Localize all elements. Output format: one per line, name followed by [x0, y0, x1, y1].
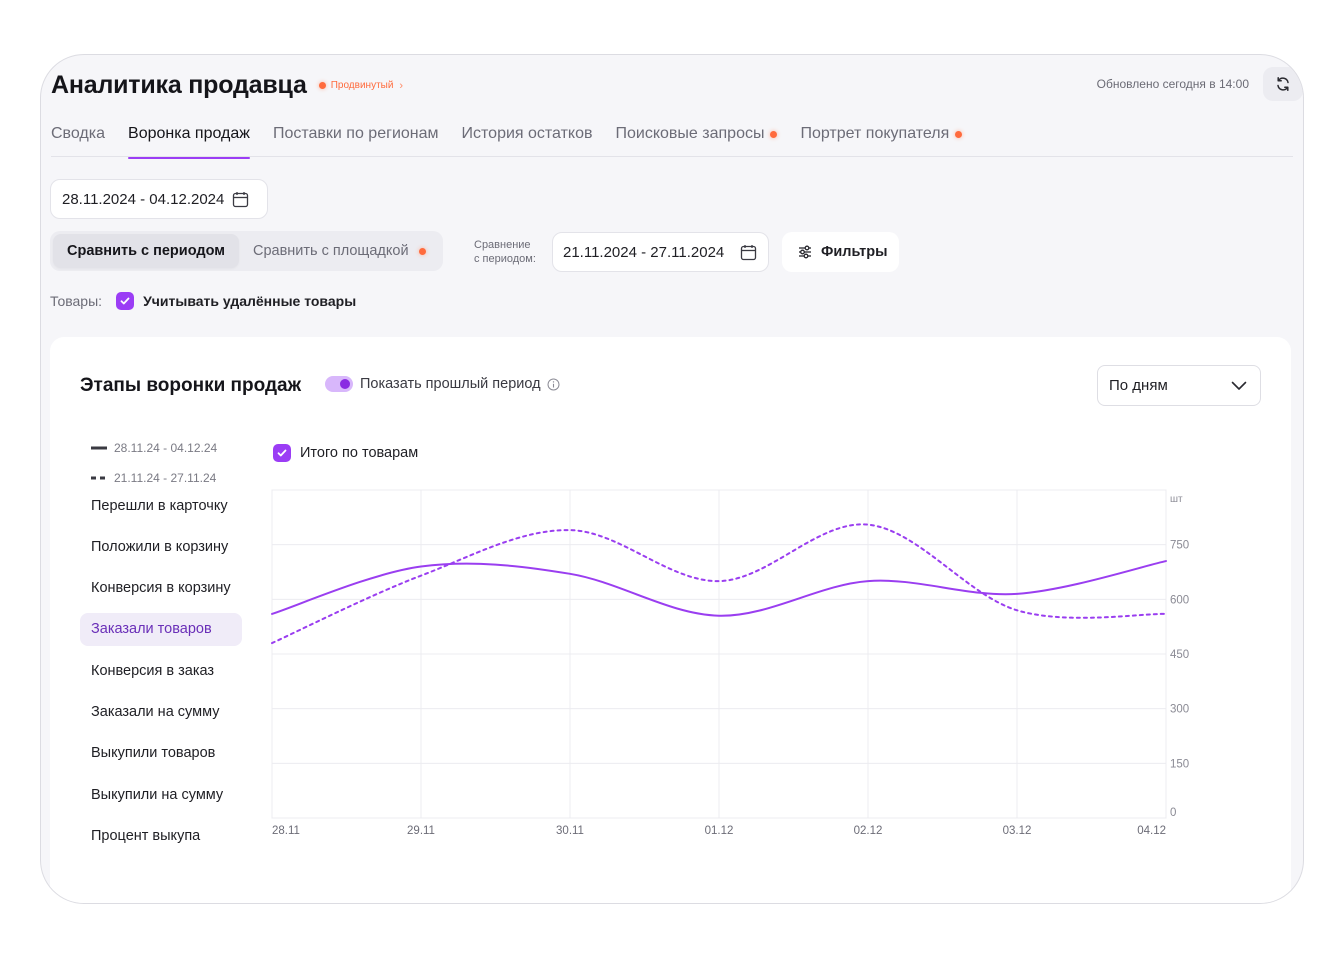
refresh-button[interactable] [1263, 67, 1303, 101]
chart-legend: 28.11.24 - 04.12.24 21.11.24 - 27.11.24 [91, 433, 217, 493]
tab-stock-history[interactable]: История остатков [462, 121, 593, 157]
dashed-line-icon [91, 476, 105, 480]
chevron-down-icon [1231, 381, 1247, 390]
tab-bar: Сводка Воронка продаж Поставки по регион… [51, 121, 1293, 159]
compare-with-label: Сравнение с периодом: [474, 238, 536, 266]
plan-badge[interactable]: Продвинутый › [318, 79, 404, 92]
show-previous-label-wrap: Показать прошлый период [360, 376, 560, 392]
x-tick-label: 02.12 [854, 825, 883, 837]
new-dot-icon [770, 131, 778, 138]
x-tick-label: 01.12 [705, 825, 734, 837]
x-tick-label: 28.11 [272, 825, 300, 837]
page-header: Аналитика продавца Продвинутый › [51, 71, 403, 100]
y-tick-label: 300 [1170, 704, 1189, 716]
metric-item[interactable]: Выкупили на сумму [91, 786, 224, 803]
toggle-knob [340, 379, 350, 389]
check-icon [120, 297, 130, 305]
total-by-goods: Итого по товарам [273, 444, 418, 462]
y-tick-label: 600 [1170, 594, 1189, 606]
tab-sales-funnel[interactable]: Воронка продаж [128, 121, 250, 159]
granularity-select[interactable]: По дням [1097, 365, 1261, 406]
x-tick-label: 29.11 [407, 825, 435, 837]
new-dot-icon [418, 247, 426, 255]
total-checkbox[interactable] [273, 444, 291, 462]
tab-label: Воронка продаж [128, 125, 250, 142]
tab-label: Поставки по регионам [272, 125, 439, 142]
tab-label: История остатков [461, 125, 593, 142]
compare-with-line2: с периодом: [474, 253, 536, 265]
solid-line-icon [91, 446, 107, 450]
goods-label: Товары: [50, 293, 103, 309]
metric-list: Перешли в карточку Положили в корзину Ко… [80, 489, 242, 861]
funnel-card: Этапы воронки продаж Показать прошлый пе… [50, 337, 1291, 903]
compare-range-value: 21.11.2024 - 27.11.2024 [563, 243, 725, 261]
page-title: Аналитика продавца [51, 71, 307, 99]
granularity-value: По дням [1109, 377, 1168, 394]
x-tick-label: 04.12 [1137, 825, 1166, 837]
compare-mode-switch: Сравнить с периодом Сравнить с площадкой [50, 231, 443, 271]
compare-range-picker[interactable]: 21.11.2024 - 27.11.2024 [552, 232, 769, 272]
total-label: Итого по товарам [300, 445, 419, 461]
analytics-window: Аналитика продавца Продвинутый › Обновле… [40, 54, 1304, 904]
include-deleted-label: Учитывать удалённые товары [143, 293, 357, 309]
tab-regional-supplies[interactable]: Поставки по регионам [273, 121, 439, 157]
series-line-current [271, 560, 1167, 617]
filters-button[interactable]: Фильтры [782, 232, 899, 272]
y-unit-label: шт [1170, 494, 1183, 505]
badge-dot-icon [318, 82, 326, 89]
metric-item[interactable]: Выкупили товаров [91, 745, 216, 762]
tab-search-queries[interactable]: Поисковые запросы [616, 121, 778, 157]
refresh-icon [1277, 77, 1289, 91]
metric-item[interactable]: Конверсия в заказ [91, 662, 215, 679]
metric-item[interactable]: Конверсия в корзину [91, 580, 231, 597]
goods-row: Товары: Учитывать удалённые товары [50, 292, 356, 310]
tab-buyer-portrait[interactable]: Портрет покупателя [800, 121, 963, 157]
y-tick-label: 450 [1170, 649, 1189, 661]
tab-label: Поисковые запросы [615, 125, 765, 142]
new-dot-icon [955, 131, 963, 138]
check-icon [277, 449, 287, 457]
date-range-picker[interactable]: 28.11.2024 - 04.12.2024 [50, 179, 268, 219]
compare-platform-button[interactable]: Сравнить с площадкой [239, 234, 440, 268]
legend-current: 28.11.24 - 04.12.24 [91, 433, 217, 463]
series-line-previous [271, 523, 1167, 645]
metric-item[interactable]: Процент выкупа [91, 827, 201, 844]
legend-previous-label: 21.11.24 - 27.11.24 [114, 471, 217, 485]
compare-with-line1: Сравнение [474, 239, 531, 251]
compare-period-button[interactable]: Сравнить с периодом [53, 234, 239, 268]
calendar-icon [232, 191, 249, 208]
tab-label: Портрет покупателя [800, 125, 950, 142]
show-previous-toggle[interactable] [325, 376, 353, 392]
metric-item[interactable]: Положили в корзину [91, 538, 229, 555]
tab-summary[interactable]: Сводка [51, 121, 105, 157]
plan-badge-label: Продвинутый [330, 80, 394, 91]
compare-period-label: Сравнить с периодом [67, 243, 225, 259]
compare-platform-label: Сравнить с площадкой [252, 243, 409, 259]
legend-current-label: 28.11.24 - 04.12.24 [114, 441, 218, 455]
chevron-right-icon: › [399, 79, 404, 92]
x-tick-label: 30.11 [556, 825, 584, 837]
x-tick-label: 03.12 [1003, 825, 1032, 837]
tab-label: Сводка [51, 125, 106, 142]
updated-time: Обновлено сегодня в 14:00 [1096, 77, 1249, 91]
y-tick-label: 150 [1170, 758, 1189, 770]
date-range-value: 28.11.2024 - 04.12.2024 [62, 190, 225, 208]
metric-item[interactable]: Перешли в карточку [91, 497, 228, 514]
y-tick-label: 0 [1170, 807, 1176, 819]
card-title: Этапы воронки продаж [80, 375, 302, 396]
calendar-icon [740, 244, 757, 261]
info-icon[interactable] [547, 378, 560, 391]
show-previous-label: Показать прошлый период [360, 376, 541, 392]
legend-previous: 21.11.24 - 27.11.24 [91, 463, 217, 493]
sliders-icon [799, 245, 811, 259]
funnel-line-chart: 0 150 300 450 600 750 шт 28.11 29.11 30.11 01.12 02… [271, 489, 1189, 837]
y-tick-label: 750 [1170, 540, 1189, 552]
include-deleted-checkbox[interactable] [116, 292, 135, 310]
metric-item-active[interactable]: Заказали товаров [80, 612, 242, 646]
metric-item[interactable]: Заказали на сумму [91, 703, 220, 720]
filters-label: Фильтры [821, 244, 888, 260]
